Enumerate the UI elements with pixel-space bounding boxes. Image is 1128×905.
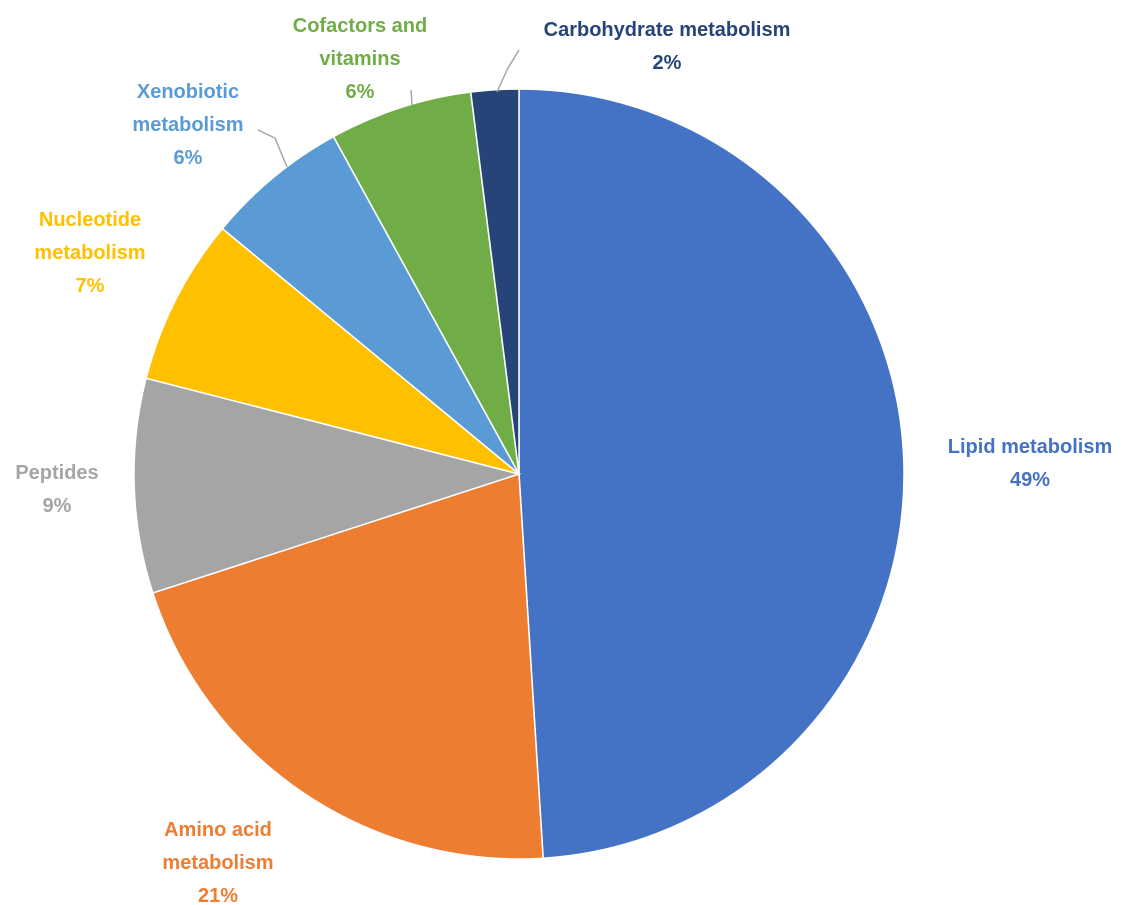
category-label: Nucleotide metabolism xyxy=(34,209,146,264)
pie-slice xyxy=(518,88,905,860)
category-label: Cofactors and vitamins xyxy=(292,15,428,70)
category-label: Amino acid metabolism xyxy=(162,819,274,874)
category-label: Lipid metabolism xyxy=(947,436,1113,458)
category-label: Carbohydrate metabolism xyxy=(543,19,791,41)
slice-label: Peptides 9% xyxy=(2,457,112,523)
value-label: 9% xyxy=(42,495,72,517)
slice-label: Lipid metabolism 49% xyxy=(910,431,1128,497)
pie-slice xyxy=(151,472,544,860)
leader-line xyxy=(496,49,520,93)
pie-slice xyxy=(221,135,520,475)
slice-label: Carbohydrate metabolism 2% xyxy=(502,14,832,80)
value-label: 7% xyxy=(75,275,105,297)
pie-slice xyxy=(145,227,520,475)
slice-label: Xenobiotic metabolism 6% xyxy=(113,76,263,175)
leader-line xyxy=(410,89,413,106)
leader-line xyxy=(257,129,288,168)
value-label: 49% xyxy=(1009,469,1051,491)
category-label: Xenobiotic metabolism xyxy=(132,81,244,136)
slice-label: Nucleotide metabolism 7% xyxy=(10,204,170,303)
value-label: 2% xyxy=(652,52,682,74)
value-label: 6% xyxy=(173,147,203,169)
pie-slice xyxy=(133,377,522,594)
value-label: 6% xyxy=(345,81,375,103)
pie-slice xyxy=(469,88,520,475)
category-label: Peptides xyxy=(15,462,99,484)
value-label: 21% xyxy=(197,885,239,905)
slice-label: Cofactors and vitamins 6% xyxy=(280,10,440,109)
slice-label: Amino acid metabolism 21% xyxy=(138,814,298,905)
pie-slice xyxy=(332,91,520,475)
